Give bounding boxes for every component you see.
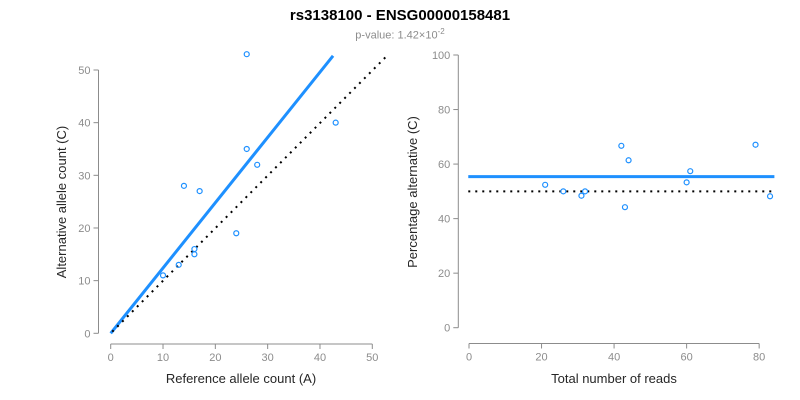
data-point [621, 204, 629, 211]
data-point [542, 181, 549, 188]
data-point [766, 193, 774, 200]
x-tick-label: 20 [535, 352, 547, 364]
x-tick-label: 80 [753, 352, 765, 364]
y-tick-label: 10 [78, 276, 90, 288]
data-point [581, 188, 589, 195]
left-panel-allele-counts: 0 10 20 30 40 50 0 10 20 30 40 50 [78, 51, 388, 364]
x-axis-label-right: Total number of reads [551, 371, 677, 386]
x-tick-label: 60 [680, 352, 692, 364]
y-axis-label-right: Percentage alternative (C) [405, 116, 420, 268]
y-tick-label: 30 [78, 170, 90, 182]
data-point [618, 142, 625, 149]
x-tick-label: 20 [209, 352, 221, 364]
y-tick-label: 0 [84, 328, 90, 340]
y-axis-label-left: Alternative allele count (C) [54, 126, 69, 278]
pvalue-text: p-value: 1.42×10 [355, 29, 438, 42]
identity-line [111, 55, 388, 333]
data-point [233, 230, 240, 237]
x-tick-label: 30 [262, 352, 274, 364]
pvalue-exponent: -2 [437, 27, 445, 36]
x-tick-label: 40 [608, 352, 620, 364]
data-point [752, 141, 759, 148]
y-tick-label: 60 [438, 159, 450, 171]
data-point [332, 119, 339, 126]
data-point [687, 168, 694, 175]
y-tick-label: 50 [78, 65, 90, 77]
data-point [180, 182, 188, 189]
x-tick-label: 10 [157, 352, 169, 364]
y-tick-label: 20 [438, 268, 450, 280]
data-point [254, 161, 261, 168]
data-point [159, 272, 167, 279]
x-tick-label: 0 [466, 352, 472, 364]
fitted-proportion-line [109, 54, 335, 335]
x-tick-label: 50 [366, 352, 378, 364]
plot-title: rs3138100 - ENSG00000158481 [289, 7, 511, 24]
data-point [243, 145, 250, 153]
x-tick-label: 40 [314, 352, 326, 364]
x-tick-label: 0 [108, 352, 114, 364]
y-tick-label: 80 [438, 105, 450, 117]
y-tick-label: 0 [444, 323, 450, 335]
data-point [191, 251, 198, 258]
data-point [683, 179, 690, 186]
figure-header: rs3138100 - ENSG00000158481 p-value: 1.4… [0, 7, 800, 43]
data-point [243, 51, 250, 58]
data-point [625, 157, 632, 164]
y-tick-label: 20 [78, 223, 90, 235]
y-tick-label: 40 [78, 118, 90, 130]
data-point [578, 192, 585, 199]
data-point [191, 245, 198, 253]
data-point [196, 188, 203, 195]
data-point [560, 188, 567, 195]
right-panel-percentage: 0 20 40 60 80 100 0 20 40 60 80 [432, 50, 775, 364]
y-tick-label: 100 [432, 50, 450, 62]
x-axis-label-left: Reference allele count (A) [166, 371, 316, 386]
data-point [175, 261, 182, 268]
plot-subtitle: p-value: 1.42×10-2 [0, 25, 800, 43]
y-tick-label: 40 [438, 214, 450, 226]
